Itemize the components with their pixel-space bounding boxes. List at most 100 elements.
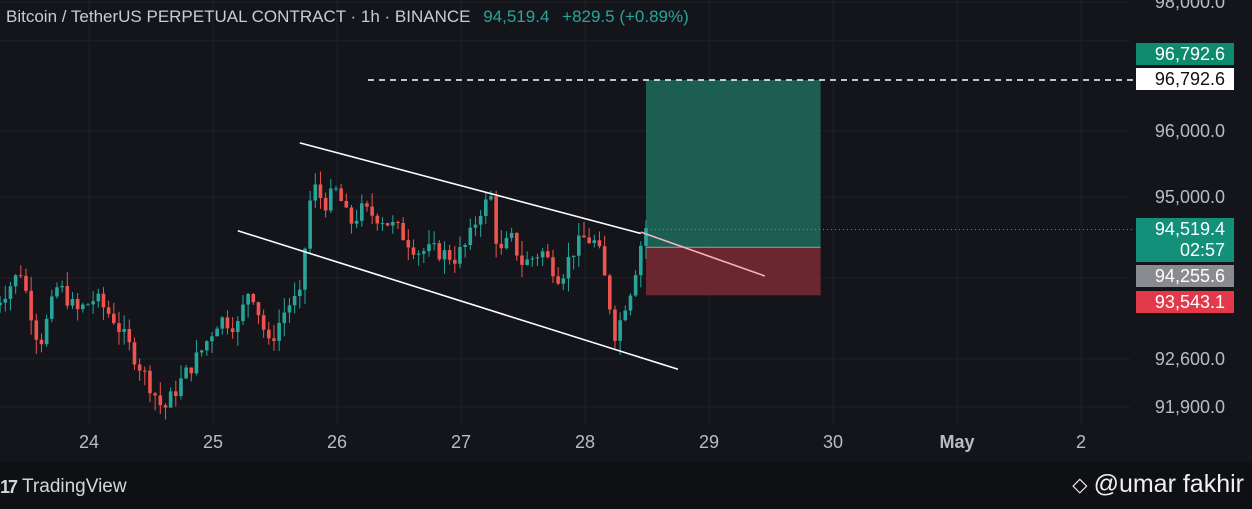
candle-body — [91, 301, 95, 305]
candle-body — [96, 293, 101, 302]
candle-body — [592, 240, 597, 244]
candle-body — [509, 232, 514, 238]
candle-body — [618, 320, 622, 341]
candle-body — [174, 391, 178, 397]
time-axis-label: 28 — [575, 432, 595, 452]
diamond-icon: ⬦ — [1072, 471, 1088, 497]
candle-body — [432, 243, 436, 245]
price-axis-label: 98,000.0 — [1155, 0, 1225, 12]
candle-body — [416, 253, 421, 255]
candle-body — [349, 207, 354, 224]
candle-body — [65, 285, 70, 306]
candle-body — [628, 295, 633, 311]
stop-loss-zone[interactable] — [646, 247, 821, 296]
candle-body — [406, 240, 411, 248]
channel-drawings[interactable] — [237, 142, 766, 371]
candle-body — [81, 304, 85, 310]
candle-body — [339, 188, 343, 202]
candle-body — [122, 329, 126, 332]
author-watermark: ⬦ @umar fakhir — [1072, 470, 1244, 499]
candle-body — [437, 243, 442, 260]
candle-body — [106, 307, 111, 314]
entry-price-tag: 94,255.6 — [1136, 265, 1234, 287]
candle-body — [44, 318, 49, 345]
candle-body — [535, 257, 540, 259]
candle-countdown: 02:57 — [1179, 240, 1225, 260]
candle-body — [50, 296, 54, 319]
candle-body — [468, 227, 473, 246]
candle-body — [504, 237, 509, 249]
price-axis-label: 96,000.0 — [1155, 121, 1225, 141]
candle-body — [354, 220, 359, 224]
candle-body — [236, 321, 240, 333]
take-profit-tag: 96,792.6 — [1136, 43, 1234, 65]
candle-body — [287, 305, 292, 313]
tradingview-icon: 17 — [0, 476, 18, 497]
candle-body — [613, 309, 617, 341]
candle-body — [546, 251, 550, 258]
take-profit-zone[interactable] — [646, 80, 821, 248]
symbol-title[interactable]: Bitcoin / TetherUS PERPETUAL CONTRACT · … — [6, 7, 471, 26]
axes: 98,000.0 96,000.0 95,000.0 92,600.0 91,900.0… — [79, 0, 1225, 452]
candle-body — [179, 378, 183, 397]
last-price: 94,519.4 — [483, 7, 550, 26]
current-price-tag: 94,519.4 02:57 — [1136, 218, 1234, 262]
candle-body — [344, 201, 349, 208]
candle-body — [241, 304, 245, 322]
candle-body — [277, 323, 281, 341]
candle-body — [117, 323, 121, 332]
candle-body — [86, 304, 90, 306]
candle-body — [551, 257, 555, 277]
candle-body — [75, 299, 80, 310]
price-axis-label: 95,000.0 — [1155, 187, 1225, 207]
candle-body — [587, 237, 591, 244]
candle-body — [447, 250, 452, 260]
candle-body — [137, 364, 142, 371]
candle-body — [442, 250, 447, 260]
candle-body — [453, 259, 457, 264]
candle-body — [292, 296, 297, 306]
candle-body — [168, 391, 173, 408]
projection-line[interactable] — [640, 231, 766, 277]
candle-body — [422, 251, 426, 254]
candle-body — [385, 223, 390, 226]
candle-body — [571, 255, 576, 258]
candle-body — [561, 278, 566, 284]
time-axis-label: 25 — [203, 432, 223, 452]
candle-body — [375, 215, 380, 224]
candle-body — [225, 317, 230, 329]
stop-loss-tag: 93,543.1 — [1136, 291, 1234, 313]
channel-lower-line[interactable] — [237, 229, 679, 371]
symbol-header: Bitcoin / TetherUS PERPETUAL CONTRACT · … — [6, 7, 689, 27]
candle-body — [153, 393, 157, 396]
candle-body — [148, 370, 152, 394]
candle-body — [473, 224, 478, 228]
candle-body — [0, 302, 2, 306]
long-position-tool[interactable] — [368, 79, 1134, 296]
candle-body — [458, 247, 462, 264]
candle-body — [143, 370, 147, 372]
candle-body — [215, 328, 219, 337]
candle-body — [60, 285, 64, 288]
candle-body — [478, 215, 483, 225]
candle-body — [427, 244, 431, 252]
candle-body — [494, 196, 498, 244]
candle-body — [484, 199, 488, 216]
candle-body — [602, 246, 607, 276]
candle-body — [411, 247, 416, 255]
time-axis-label: 2 — [1076, 432, 1086, 452]
candle-body — [298, 289, 302, 297]
candle-body — [540, 251, 545, 258]
candle-body — [396, 222, 400, 224]
candle-body — [391, 222, 395, 226]
platform-name: TradingView — [22, 476, 127, 497]
time-axis-label: 27 — [451, 432, 471, 452]
channel-upper-line[interactable] — [299, 142, 642, 235]
tradingview-logo[interactable]: 17 TradingView — [0, 476, 127, 498]
candle-body — [251, 293, 256, 303]
time-axis-label: 30 — [823, 432, 843, 452]
current-price-value: 94,519.4 — [1154, 219, 1225, 239]
candle-body — [34, 320, 39, 340]
